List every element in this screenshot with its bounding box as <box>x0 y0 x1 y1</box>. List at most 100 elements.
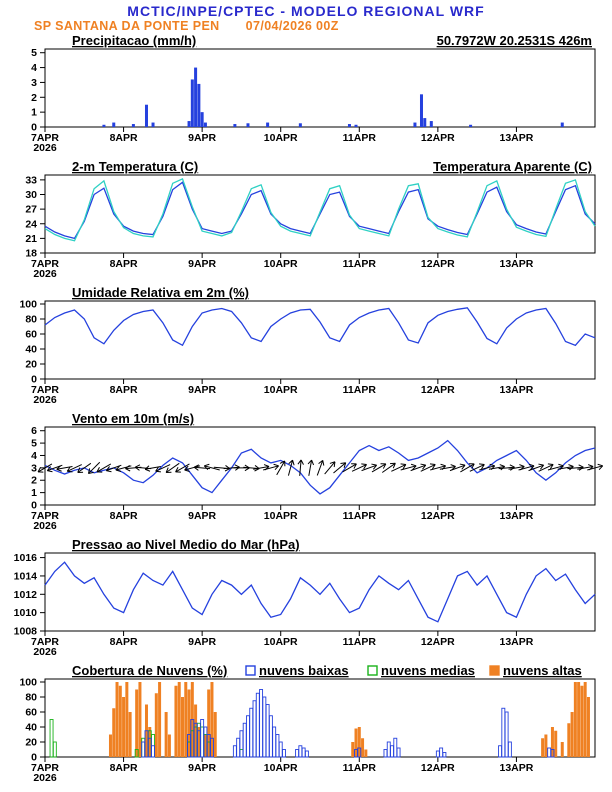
cloud-bar <box>200 719 205 758</box>
cloud-bar <box>544 734 548 757</box>
wind-arrow <box>351 463 367 472</box>
wind-arrow <box>528 463 545 472</box>
cloud-bar <box>583 682 587 757</box>
station-name: SP SANTANA DA PONTE PEN <box>34 19 220 33</box>
svg-text:12APR: 12APR <box>421 636 455 648</box>
panel-temperature: 2-m Temperatura (C) Temperatura Aparente … <box>25 159 596 280</box>
svg-text:60: 60 <box>25 329 37 341</box>
svg-text:8APR: 8APR <box>110 510 138 522</box>
cloud-bar <box>246 715 250 758</box>
wind-content <box>37 439 604 495</box>
pressure-series-line <box>44 561 596 623</box>
svg-text:9APR: 9APR <box>188 132 216 144</box>
wind-arrow <box>263 463 279 471</box>
svg-text:9APR: 9APR <box>188 762 216 774</box>
cloud-bar <box>580 685 584 757</box>
svg-text:12APR: 12APR <box>421 510 455 522</box>
cloud-bar <box>354 728 358 757</box>
panel-pressure: Pressao ao Nivel Medio do Mar (hPa)10081… <box>14 537 596 658</box>
cloud-bar <box>167 734 171 757</box>
svg-text:40: 40 <box>25 344 37 356</box>
cloud-bar <box>210 737 214 758</box>
wind-arrow <box>371 463 387 473</box>
svg-text:1: 1 <box>31 107 37 119</box>
temp-series-line <box>44 178 596 242</box>
svg-text:8APR: 8APR <box>110 636 138 648</box>
cloud-bar <box>194 704 198 757</box>
wind-arrow <box>391 463 407 472</box>
precip-bar <box>187 121 191 127</box>
cloud-bar <box>249 707 254 758</box>
temp-series-line <box>44 181 596 240</box>
svg-text:0: 0 <box>31 500 37 512</box>
cloud-bar <box>213 712 217 757</box>
svg-text:8APR: 8APR <box>110 258 138 270</box>
cloud-bar <box>158 682 162 757</box>
cloud-bar <box>181 697 184 757</box>
svg-text:7APR: 7APR <box>31 258 59 270</box>
svg-text:100: 100 <box>19 299 37 311</box>
cloud-bar <box>547 747 552 758</box>
cloud-bar <box>232 745 237 758</box>
cloud-bar <box>442 752 447 758</box>
cloud-bar <box>390 745 394 758</box>
wind-arrow <box>46 464 63 473</box>
clouds-title: Cobertura de Nuvens (%) <box>72 663 227 678</box>
cloud-bar <box>275 734 280 758</box>
wind-arrow <box>538 463 554 472</box>
precip-title: Precipitacao (mm/h) <box>72 33 196 48</box>
wind-arrow <box>165 462 180 473</box>
cloud-bar <box>134 749 139 758</box>
clouds-content <box>49 682 590 758</box>
cloud-bar <box>554 730 558 757</box>
cloud-bar <box>138 682 142 757</box>
rh-title: Umidade Relativa em 2m (%) <box>72 285 249 300</box>
wind-arrow <box>297 459 304 476</box>
precip-bar <box>200 112 204 127</box>
wind-arrow <box>175 463 190 473</box>
cloud-bar <box>550 749 555 758</box>
cloud-bar <box>128 712 132 757</box>
svg-text:1014: 1014 <box>14 570 38 582</box>
cloud-bar <box>573 682 577 757</box>
precip-bar <box>347 124 351 127</box>
precip-bar <box>413 122 417 127</box>
wind-arrow <box>342 463 357 473</box>
cloud-bar <box>252 700 257 758</box>
cloud-bar <box>255 692 260 758</box>
cloud-bar <box>295 749 300 758</box>
cloud-bar <box>570 712 574 757</box>
svg-text:30: 30 <box>25 189 37 201</box>
svg-text:7APR: 7APR <box>31 384 59 396</box>
wind-arrow <box>469 463 485 472</box>
svg-text:8APR: 8APR <box>110 384 138 396</box>
cloud-bar <box>115 682 119 757</box>
cloud-bar <box>108 734 112 757</box>
precip-bar <box>423 118 427 127</box>
svg-text:13APR: 13APR <box>499 762 533 774</box>
wind-arrow <box>105 464 122 473</box>
cloud-bar <box>498 745 503 758</box>
svg-text:11APR: 11APR <box>343 636 377 648</box>
svg-text:5: 5 <box>31 47 37 59</box>
svg-text:0: 0 <box>31 374 37 386</box>
svg-text:1016: 1016 <box>14 552 38 564</box>
svg-text:10APR: 10APR <box>264 258 298 270</box>
cloud-bar <box>383 749 388 758</box>
cloud-bar <box>207 689 211 757</box>
cloud-bar <box>210 682 214 757</box>
run-datetime: 07/04/2026 00Z <box>245 19 339 33</box>
legend-swatch-1 <box>367 665 378 676</box>
cloud-bar <box>301 747 306 758</box>
svg-text:0: 0 <box>31 122 37 134</box>
precip-bar <box>197 83 201 127</box>
panel-cloud-cover: Cobertura de Nuvens (%) nuvens baixas nuve… <box>19 663 596 784</box>
svg-text:3: 3 <box>31 462 37 474</box>
cloud-bar <box>586 697 590 757</box>
cloud-bar <box>112 708 116 757</box>
wind-arrow <box>77 462 92 473</box>
